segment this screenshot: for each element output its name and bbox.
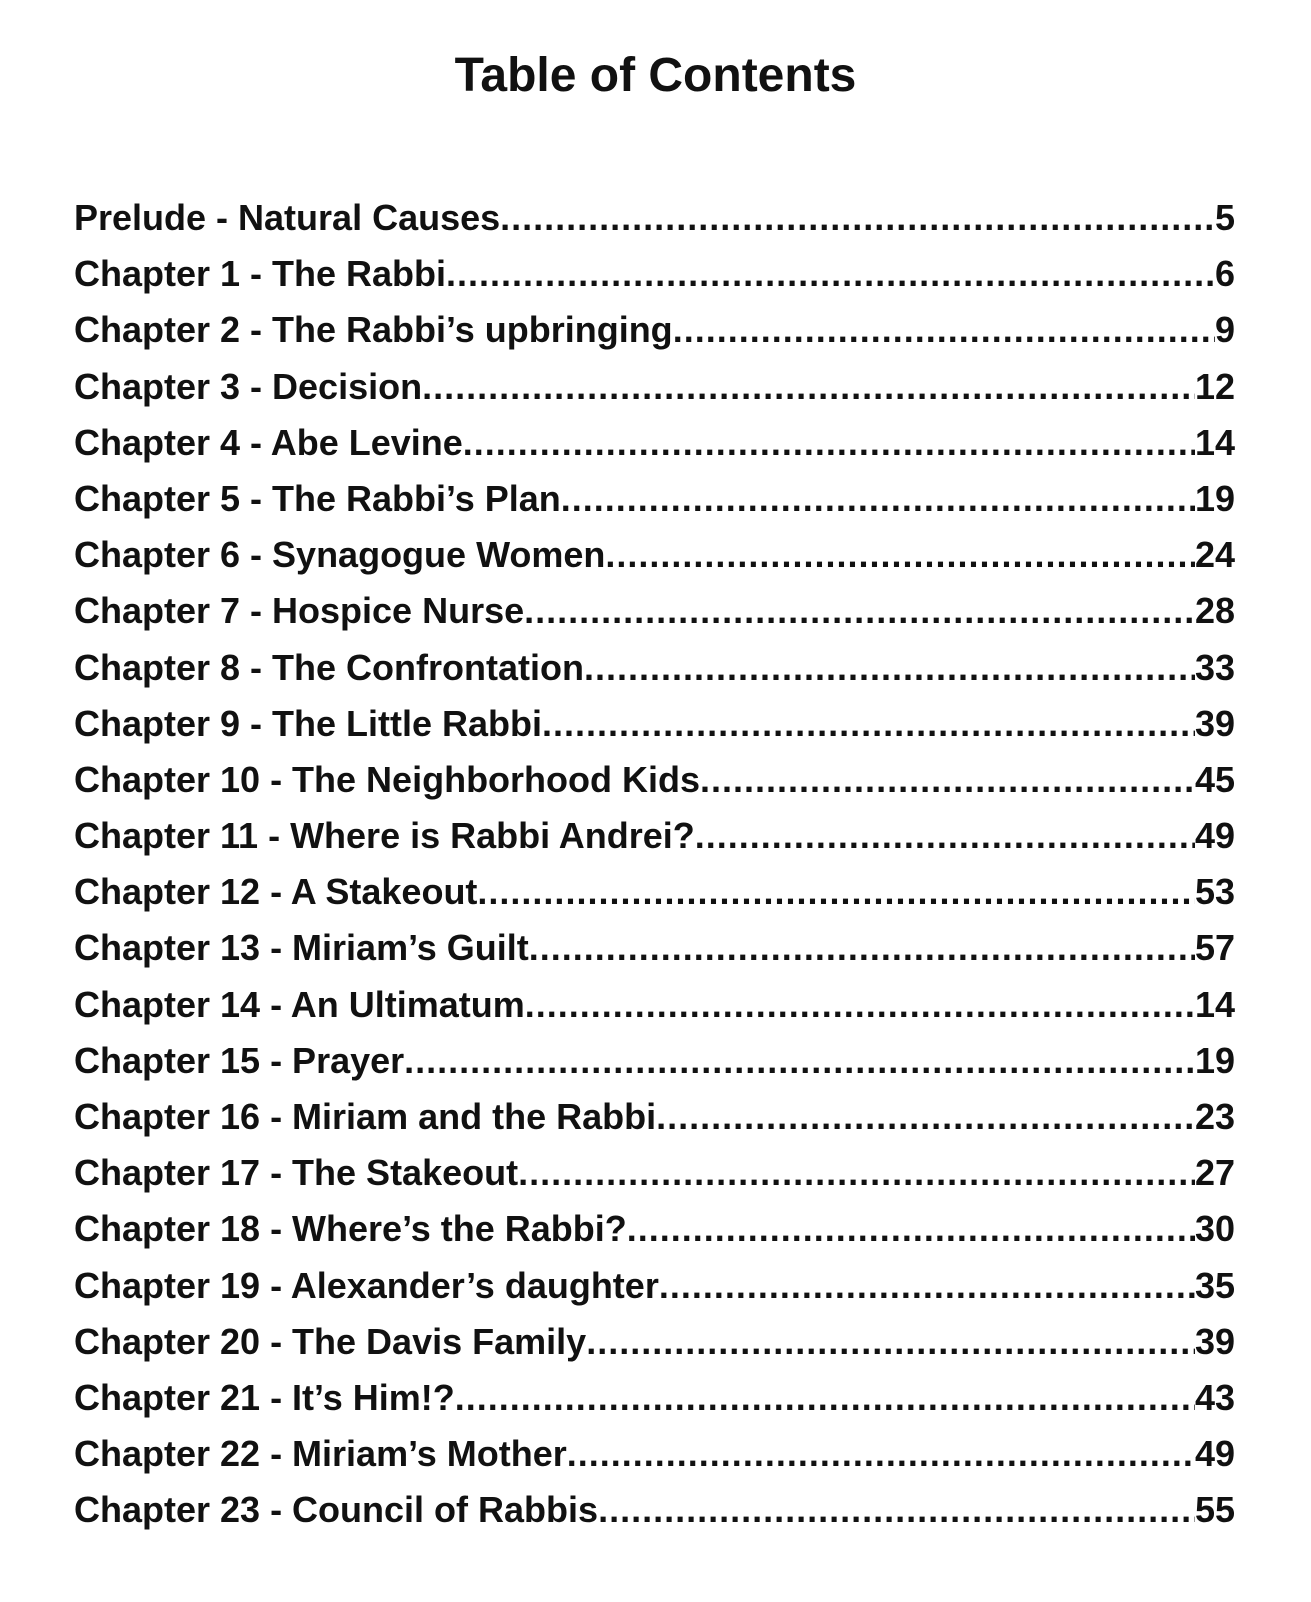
toc-entry-page: 27 (1194, 1152, 1235, 1194)
toc-entry-page: 12 (1194, 365, 1235, 407)
dot-leader (463, 415, 1195, 471)
dot-leader (455, 1370, 1195, 1426)
dot-leader (673, 302, 1215, 358)
toc-entry-title: Chapter 7 - Hospice Nurse (74, 590, 525, 632)
toc-entry[interactable]: Chapter 13 - Miriam’s Guilt 57 (74, 920, 1235, 976)
toc-entry-page: 57 (1194, 927, 1235, 969)
toc-entry-title: Chapter 11 - Where is Rabbi Andrei? (74, 815, 695, 857)
toc-entry-title: Chapter 12 - A Stakeout (74, 871, 478, 913)
dot-leader (584, 640, 1195, 696)
toc-entry[interactable]: Chapter 8 - The Confrontation 33 (74, 640, 1235, 696)
toc-entry-title: Chapter 19 - Alexander’s daughter (74, 1264, 659, 1306)
dot-leader (404, 1033, 1195, 1089)
toc-entry-title: Chapter 5 - The Rabbi’s Plan (74, 477, 561, 519)
toc-entry-title: Chapter 9 - The Little Rabbi (74, 702, 543, 744)
toc-entry[interactable]: Chapter 22 - Miriam’s Mother 49 (74, 1426, 1235, 1482)
dot-leader (695, 808, 1195, 864)
toc-entry-page: 14 (1194, 421, 1235, 463)
toc-entry-title: Chapter 17 - The Stakeout (74, 1152, 519, 1194)
dot-leader (422, 359, 1195, 415)
toc-entry[interactable]: Chapter 19 - Alexander’s daughter 35 (74, 1258, 1235, 1314)
toc-entry-page: 53 (1194, 871, 1235, 913)
dot-leader (586, 1314, 1195, 1370)
toc-entry-page: 49 (1194, 815, 1235, 857)
toc-entry-page: 45 (1194, 758, 1235, 800)
toc-entry-title: Chapter 21 - It’s Him!? (74, 1376, 455, 1418)
toc-entry[interactable]: Chapter 20 - The Davis Family 39 (74, 1314, 1235, 1370)
toc-entry-title: Chapter 15 - Prayer (74, 1039, 405, 1081)
dot-leader (567, 1426, 1195, 1482)
toc-entry-page: 23 (1194, 1096, 1235, 1137)
toc-entry-title: Chapter 13 - Miriam’s Guilt (74, 927, 529, 969)
toc-entry-page: 9 (1214, 309, 1235, 351)
toc-entry-title: Chapter 2 - The Rabbi’s upbringing (74, 309, 673, 351)
toc-entry[interactable]: Chapter 18 - Where’s the Rabbi? 30 (74, 1201, 1235, 1257)
toc-entry-title: Chapter 18 - Where’s the Rabbi? (74, 1208, 627, 1250)
dot-leader (500, 190, 1215, 246)
dot-leader (627, 1201, 1195, 1257)
toc-entry-title: Chapter 8 - The Confrontation (74, 646, 584, 688)
toc-entry-page: 6 (1214, 253, 1235, 295)
toc-entry[interactable]: Chapter 16 - Miriam and the Rabbi 23 (74, 1089, 1235, 1145)
dot-leader (542, 696, 1195, 752)
dot-leader (656, 1089, 1195, 1145)
toc-entry-page: 19 (1194, 1039, 1235, 1081)
toc-entry-page: 43 (1194, 1376, 1235, 1418)
toc-entry[interactable]: Chapter 2 - The Rabbi’s upbringing 9 (74, 302, 1235, 358)
dot-leader (700, 752, 1195, 808)
toc-entry-title: Prelude - Natural Causes (74, 197, 501, 238)
dot-leader (529, 920, 1195, 976)
toc-entry[interactable]: Chapter 12 - A Stakeout 53 (74, 864, 1235, 920)
toc-entry-page: 39 (1194, 702, 1235, 744)
toc-entry[interactable]: Chapter 4 - Abe Levine 14 (74, 415, 1235, 471)
toc-entry[interactable]: Chapter 17 - The Stakeout 27 (74, 1145, 1235, 1201)
toc-entry[interactable]: Chapter 11 - Where is Rabbi Andrei? 49 (74, 808, 1235, 864)
toc-entry-page: 24 (1194, 534, 1235, 576)
toc-entry[interactable]: Prelude - Natural Causes 5 (74, 190, 1235, 246)
dot-leader (659, 1258, 1195, 1314)
toc-entry[interactable]: Chapter 9 - The Little Rabbi 39 (74, 696, 1235, 752)
toc-entry-page: 39 (1194, 1320, 1235, 1362)
toc-entry-title: Chapter 22 - Miriam’s Mother (74, 1433, 567, 1475)
toc-entry[interactable]: Chapter 23 - Council of Rabbis 55 (74, 1482, 1235, 1538)
toc-entry-page: 5 (1214, 197, 1235, 238)
toc-entry-title: Chapter 10 - The Neighborhood Kids (74, 758, 701, 800)
toc-entry[interactable]: Chapter 1 - The Rabbi 6 (74, 246, 1235, 302)
toc-entry-title: Chapter 6 - Synagogue Women (74, 534, 606, 576)
toc-entry[interactable]: Chapter 6 - Synagogue Women 24 (74, 527, 1235, 583)
toc-entry-title: Chapter 20 - The Davis Family (74, 1320, 587, 1362)
toc-entry[interactable]: Chapter 21 - It’s Him!? 43 (74, 1370, 1235, 1426)
toc-entry-page: 49 (1194, 1433, 1235, 1475)
dot-leader (605, 527, 1195, 583)
toc-entry-page: 55 (1194, 1489, 1235, 1531)
toc-entry-title: Chapter 4 - Abe Levine (74, 421, 463, 463)
toc-entry-page: 30 (1194, 1208, 1235, 1250)
toc-entry[interactable]: Chapter 5 - The Rabbi’s Plan 19 (74, 471, 1235, 527)
dot-leader (446, 246, 1215, 302)
page-title: Table of Contents (454, 49, 857, 102)
toc-entry-title: Chapter 3 - Decision (74, 365, 423, 407)
toc-entry[interactable]: Chapter 7 - Hospice Nurse 28 (74, 583, 1235, 639)
dot-leader (477, 864, 1195, 920)
toc-entry[interactable]: Chapter 15 - Prayer 19 (74, 1033, 1235, 1089)
dot-leader (561, 471, 1195, 527)
toc-entry-title: Chapter 16 - Miriam and the Rabbi (74, 1096, 657, 1137)
toc-list: Prelude - Natural Causes 5 Chapter 1 - The… (74, 190, 1235, 1539)
toc-entry-title: Chapter 23 - Council of Rabbis (74, 1489, 599, 1531)
toc-entry[interactable]: Chapter 3 - Decision 12 (74, 359, 1235, 415)
toc-entry-page: 33 (1194, 646, 1235, 688)
dot-leader (518, 1145, 1195, 1201)
toc-entry-page: 28 (1194, 590, 1235, 632)
toc-entry-page: 35 (1194, 1264, 1235, 1306)
dot-leader (525, 977, 1195, 1033)
toc-entry-title: Chapter 1 - The Rabbi (74, 253, 447, 295)
toc-entry-page: 14 (1194, 983, 1235, 1025)
toc-entry-page: 19 (1194, 477, 1235, 519)
toc-entry[interactable]: Chapter 10 - The Neighborhood Kids 45 (74, 752, 1235, 808)
toc-entry[interactable]: Chapter 14 - An Ultimatum 14 (74, 977, 1235, 1033)
dot-leader (598, 1482, 1195, 1538)
dot-leader (524, 583, 1195, 639)
toc-entry-title: Chapter 14 - An Ultimatum (74, 983, 525, 1025)
